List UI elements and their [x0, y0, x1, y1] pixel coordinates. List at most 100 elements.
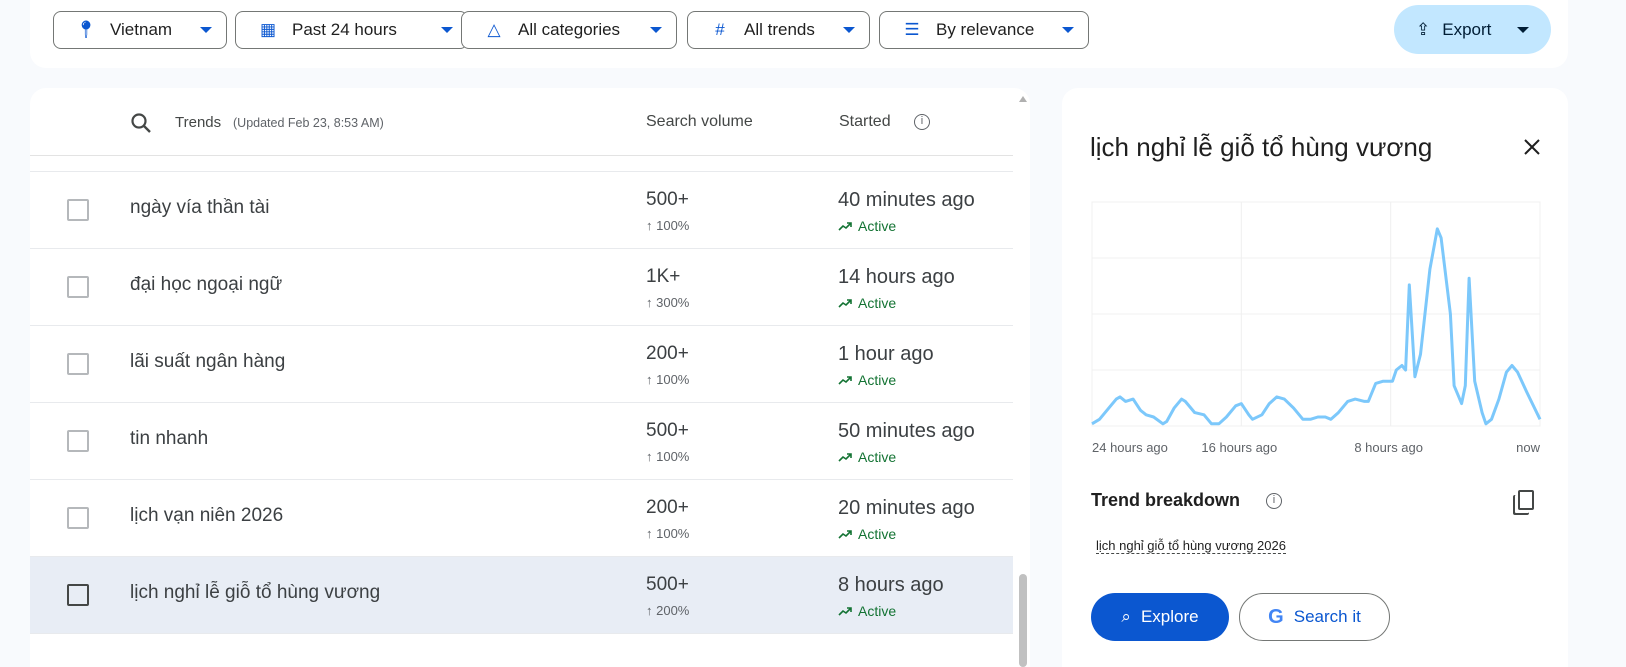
trending-up-icon — [838, 299, 852, 308]
status-label: Active — [858, 295, 897, 311]
trending-up-icon — [838, 453, 852, 462]
started-time: 1 hour ago — [838, 343, 934, 365]
trending-up-icon — [838, 376, 852, 385]
chevron-down-icon — [441, 27, 453, 33]
status-label: Active — [858, 526, 897, 542]
status-label: Active — [858, 603, 897, 619]
row-checkbox[interactable] — [67, 584, 89, 606]
trend-line — [1091, 227, 1542, 426]
filter-label: All categories — [518, 20, 621, 39]
search-icon[interactable] — [129, 111, 153, 135]
volume-column-header[interactable]: Search volume — [646, 113, 753, 130]
search-volume: 200+ — [646, 343, 689, 364]
table-row-partial — [30, 156, 1013, 172]
started-time: 8 hours ago — [838, 574, 944, 596]
started-column-header[interactable]: Started — [839, 113, 891, 130]
started-time: 50 minutes ago — [838, 420, 975, 442]
volume-change: ↑ 200% — [646, 603, 690, 618]
trend-term: tin nhanh — [130, 428, 209, 449]
trend-term: ngày vía thần tài — [130, 197, 270, 218]
table-row[interactable]: lãi suất ngân hàng 200+ ↑ 100% 1 hour ag… — [30, 326, 1013, 403]
search-volume: 1K+ — [646, 266, 681, 287]
volume-change: ↑ 100% — [646, 449, 690, 464]
table-row[interactable]: đại học ngoại ngữ 1K+ ↑ 300% 14 hours ag… — [30, 249, 1013, 326]
table-row[interactable]: ngày vía thần tài 500+ ↑ 100% 40 minutes… — [30, 172, 1013, 249]
info-icon[interactable]: i — [1266, 493, 1282, 509]
filter-label: Past 24 hours — [292, 20, 397, 39]
trends-filter[interactable]: # All trends — [687, 11, 870, 49]
scrollbar-thumb[interactable] — [1019, 574, 1027, 667]
table-row[interactable]: lịch vạn niên 2026 200+ ↑ 100% 20 minute… — [30, 480, 1013, 557]
started-time: 20 minutes ago — [838, 497, 975, 519]
chevron-down-icon — [1062, 27, 1074, 33]
trending-up-icon — [838, 607, 852, 616]
time-filter[interactable]: ▦ Past 24 hours — [235, 11, 468, 49]
sort-icon: ☰ — [904, 20, 920, 39]
categories-icon: △ — [487, 20, 501, 39]
status-badge: Active — [838, 603, 896, 619]
x-tick-label: 24 hours ago — [1092, 440, 1168, 455]
row-checkbox[interactable] — [67, 276, 89, 298]
category-filter[interactable]: △ All categories — [461, 11, 677, 49]
sort-filter[interactable]: ☰ By relevance — [879, 11, 1089, 49]
row-checkbox[interactable] — [67, 353, 89, 375]
table-row[interactable]: lịch nghỉ lễ giỗ tổ hùng vương 500+ ↑ 20… — [30, 557, 1013, 634]
scroll-up-arrow-icon[interactable] — [1019, 96, 1027, 102]
table-row[interactable]: tin nhanh 500+ ↑ 100% 50 minutes ago Act… — [30, 403, 1013, 480]
hash-icon: # — [715, 20, 725, 39]
filter-bar: 📍︎ Vietnam ▦ Past 24 hours △ All categories… — [30, 0, 1568, 68]
copy-icon[interactable] — [1518, 490, 1534, 510]
volume-change: ↑ 300% — [646, 295, 690, 310]
table-header: Trends (Updated Feb 23, 8:53 AM) Search … — [30, 88, 1013, 156]
chevron-down-icon — [200, 27, 212, 33]
trend-term: đại học ngoại ngữ — [130, 274, 283, 295]
volume-change: ↑ 100% — [646, 526, 690, 541]
volume-change: ↑ 100% — [646, 372, 690, 387]
volume-change: ↑ 100% — [646, 218, 690, 233]
trends-column-header: Trends — [175, 114, 222, 131]
trending-up-icon — [838, 222, 852, 231]
status-badge: Active — [838, 218, 896, 234]
trend-term: lãi suất ngân hàng — [130, 351, 286, 372]
filter-label: By relevance — [936, 20, 1035, 39]
share-icon: ⇪ — [1416, 19, 1431, 39]
location-filter[interactable]: 📍︎ Vietnam — [53, 11, 227, 49]
search-volume: 500+ — [646, 574, 689, 595]
search-volume: 500+ — [646, 420, 689, 441]
chevron-down-icon — [843, 27, 855, 33]
info-icon[interactable]: i — [914, 114, 930, 130]
calendar-icon: ▦ — [259, 20, 277, 39]
export-label: Export — [1442, 19, 1492, 39]
status-label: Active — [858, 372, 897, 388]
search-volume: 500+ — [646, 189, 689, 210]
trends-table: Trends (Updated Feb 23, 8:53 AM) Search … — [30, 88, 1030, 667]
row-checkbox[interactable] — [67, 199, 89, 221]
status-label: Active — [858, 449, 897, 465]
search-it-label: Search it — [1293, 607, 1361, 626]
filter-label: Vietnam — [110, 20, 173, 39]
export-button[interactable]: ⇪ Export — [1394, 5, 1551, 54]
chevron-down-icon — [1517, 26, 1529, 33]
breakdown-item[interactable]: lịch nghỉ giỗ tổ hùng vương 2026 — [1096, 538, 1286, 554]
updated-timestamp: (Updated Feb 23, 8:53 AM) — [233, 116, 384, 130]
trending-up-icon — [838, 530, 852, 539]
row-checkbox[interactable] — [67, 430, 89, 452]
explore-button[interactable]: ⌕ Explore — [1091, 593, 1229, 641]
status-badge: Active — [838, 295, 896, 311]
row-checkbox[interactable] — [67, 507, 89, 529]
trend-breakdown-title: Trend breakdown — [1091, 490, 1241, 510]
chevron-down-icon — [650, 27, 662, 33]
panel-title: lịch nghỉ lễ giỗ tổ hùng vương — [1090, 132, 1433, 162]
location-pin-icon: 📍︎ — [75, 20, 97, 39]
status-badge: Active — [838, 449, 896, 465]
status-badge: Active — [838, 526, 896, 542]
trend-chart: 24 hours ago 16 hours ago 8 hours ago now — [1091, 201, 1542, 455]
scrollbar[interactable] — [1016, 88, 1030, 667]
started-time: 14 hours ago — [838, 266, 955, 288]
trend-term: lịch nghỉ lễ giỗ tổ hùng vương — [130, 582, 381, 603]
google-g-icon: G — [1268, 605, 1284, 628]
search-it-button[interactable]: G Search it — [1239, 593, 1390, 641]
close-icon[interactable] — [1522, 137, 1542, 157]
trend-detail-panel: lịch nghỉ lễ giỗ tổ hùng vương 24 hours … — [1062, 88, 1568, 667]
started-time: 40 minutes ago — [838, 189, 975, 211]
